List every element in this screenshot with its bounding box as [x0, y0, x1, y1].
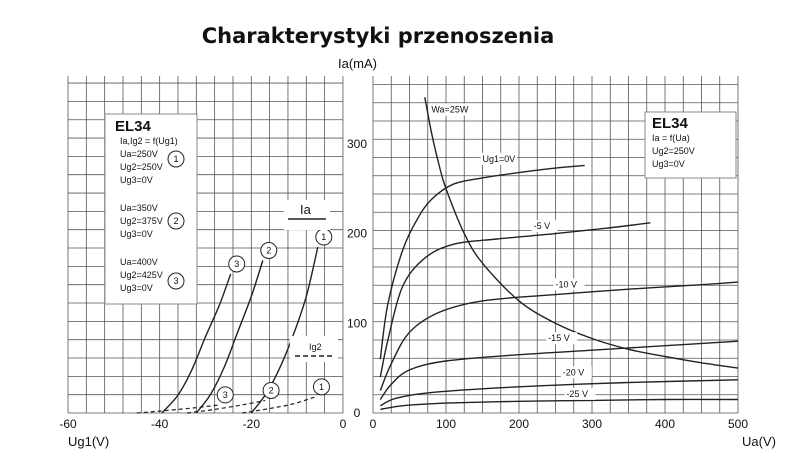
curve-label-bg: [553, 278, 585, 291]
left-curve-markers: 1 2 3 1 2 3: [216, 228, 333, 404]
cond-2-line-1: Ua=350V: [120, 203, 158, 213]
curve-marker-label: 1: [321, 232, 326, 242]
curve-marker-label: 2: [266, 245, 271, 255]
right-x-tick-label: 200: [509, 417, 529, 431]
y-tick-label: 100: [347, 316, 367, 330]
right-x-tick-label: 0: [370, 417, 377, 431]
curve-marker-ia-3: [228, 255, 246, 273]
figure-title: Charakterystyki przenoszenia: [202, 24, 555, 48]
cond-1-line-1: Ua=250V: [120, 149, 158, 159]
right-curve-labels: Ug1=0V -5 V -10 V -15 V -20 V -25 V Wa=25W: [429, 103, 596, 400]
curve--10v: [379, 281, 739, 391]
cond-2-badge: [167, 212, 185, 230]
y-tick-label: 200: [347, 227, 367, 241]
cond-2-line-2: Ug2=375V: [120, 216, 163, 226]
curve-marker-ig2-3: [216, 386, 234, 404]
curve-label: -5 V: [534, 221, 551, 231]
cond-3-badge: [167, 272, 185, 290]
curve-label: -20 V: [563, 367, 585, 377]
right-x-tick-label: 100: [436, 417, 456, 431]
curve-label-bg: [546, 332, 578, 345]
curve-label-bg: [560, 366, 592, 379]
curve-label: Ug1=0V: [483, 154, 516, 164]
curve--20v: [379, 379, 739, 407]
legend-ig2-label: Ig2: [309, 342, 322, 352]
curve-marker-ig2-2: [262, 381, 280, 399]
curve-marker-label: 2: [269, 385, 274, 395]
curve-ia-2: [195, 260, 264, 414]
left-x-tick-label: -40: [151, 417, 169, 431]
cond-1-line-3: Ug3=0V: [120, 175, 153, 185]
right-x-axis-label: Ua(V): [742, 434, 776, 449]
curve--5v: [379, 222, 651, 378]
left-tube-name: EL34: [115, 118, 152, 135]
cond-3-line-2: Ug2=425V: [120, 270, 163, 280]
curve--15v: [379, 340, 739, 400]
left-x-tick-label: 0: [340, 417, 347, 431]
curve-label: Wa=25W: [431, 104, 468, 114]
right-cond-line-2: Ug3=0V: [652, 159, 685, 169]
right-curves: [379, 97, 739, 411]
curve-label-bg: [564, 387, 596, 400]
curve-ia-1: [250, 246, 319, 414]
left-conditions-box: EL34 Ia,Ig2 = f(Ug1) Ua=250V Ug2=250V Ug…: [104, 113, 198, 305]
curve-ia-3: [161, 273, 232, 414]
curve-wa25w: [424, 97, 739, 369]
right-conditions-box: EL34 Ia = f(Ua) Ug2=250V Ug3=0V: [644, 111, 737, 179]
left-curves: [136, 246, 319, 414]
right-tube-name: EL34: [652, 115, 689, 132]
curve--25v: [380, 398, 739, 411]
y-tick-label: 0: [354, 406, 361, 420]
curve-marker-label: 1: [319, 382, 324, 392]
cond-1-badge-label: 1: [173, 154, 178, 164]
curve-marker-ig2-1: [313, 378, 330, 396]
right-tick-labels: 0 100 200 300 400 500 0 100 200 300: [347, 137, 748, 431]
curve-marker-label: 3: [234, 259, 239, 269]
curve-ig2-1: [242, 396, 316, 414]
legend-ia-label: Ia: [300, 202, 312, 217]
cond-2-badge-label: 2: [173, 216, 178, 226]
y-axis-label: Ia(mA): [338, 56, 377, 71]
right-x-tick-label: 500: [728, 417, 748, 431]
right-relation: Ia = f(Ua): [652, 133, 690, 143]
cond-2-line-3: Ug3=0V: [120, 229, 153, 239]
right-cond-line-1: Ug2=250V: [652, 146, 695, 156]
curve-marker-ia-2: [260, 241, 278, 259]
curve-label-bg: [480, 152, 517, 165]
y-tick-label: 300: [347, 137, 367, 151]
curve-label-bg: [531, 220, 558, 233]
right-x-tick-label: 300: [582, 417, 602, 431]
curve-marker-label: 3: [223, 390, 228, 400]
curve-label-bg: [429, 103, 466, 116]
left-relation: Ia,Ig2 = f(Ug1): [120, 136, 178, 146]
curve-ug10v: [379, 164, 585, 360]
left-x-tick-label: -60: [59, 417, 77, 431]
cond-3-line-1: Ua=400V: [120, 257, 158, 267]
left-tick-labels: -60 -40 -20 0: [59, 417, 346, 431]
left-x-axis-label: Ug1(V): [68, 434, 109, 449]
curve-label: -25 V: [566, 389, 588, 399]
cond-3-badge-label: 3: [173, 276, 178, 286]
right-x-tick-label: 400: [655, 417, 675, 431]
curve-label: -15 V: [548, 333, 570, 343]
cond-3-line-3: Ug3=0V: [120, 283, 153, 293]
left-legend: Ia Ig2: [284, 200, 338, 362]
curve-label: -10 V: [556, 279, 578, 289]
curve-ig2-3: [136, 404, 220, 414]
cond-1-badge: [167, 150, 185, 168]
cond-1-line-2: Ug2=250V: [120, 162, 163, 172]
left-x-tick-label: -20: [243, 417, 261, 431]
left-chart-panel: -60 -40 -20 0 Ug1(V) 1 2 3 1 2 3 EL34 Ia,Ig2 = f…: [59, 76, 347, 449]
